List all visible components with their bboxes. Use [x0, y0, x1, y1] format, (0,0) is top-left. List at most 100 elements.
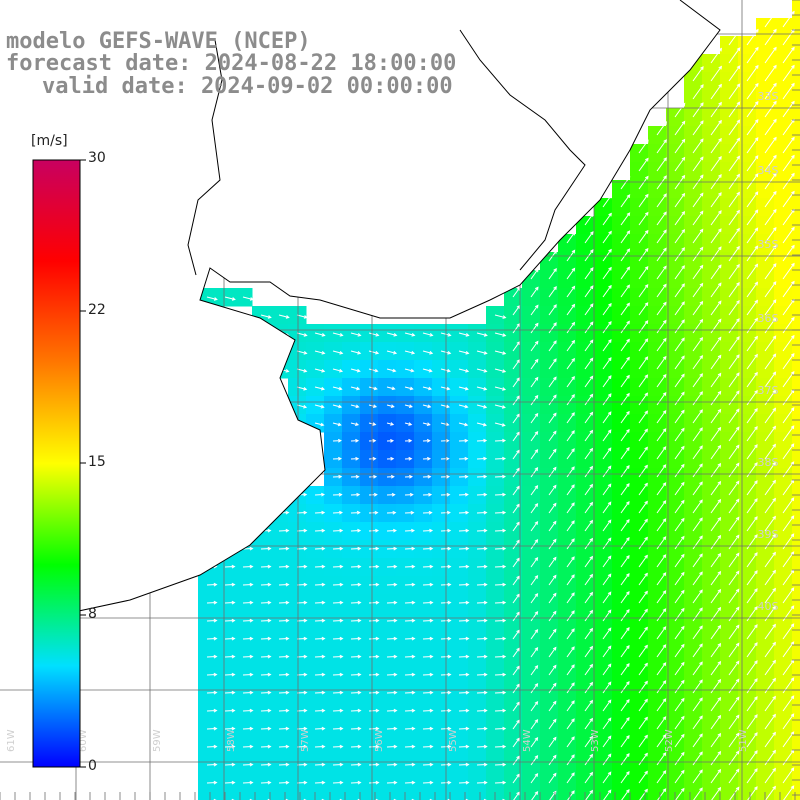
wind-vector-head — [735, 624, 740, 629]
wind-vector-head — [465, 510, 470, 515]
wind-vector — [638, 284, 649, 298]
wind-speed-cell — [720, 594, 739, 613]
wind-vector-head — [644, 356, 649, 361]
wind-speed-cell — [792, 540, 800, 559]
wind-vector-head — [516, 647, 520, 652]
wind-vector-head — [429, 618, 434, 623]
wind-speed-cell — [738, 108, 757, 127]
wind-vector — [566, 376, 575, 388]
wind-speed-cell — [702, 144, 721, 163]
wind-speed-cell — [684, 396, 703, 415]
wind-vector — [764, 173, 777, 190]
wind-vector — [548, 503, 557, 514]
wind-vector — [296, 332, 307, 336]
wind-vector — [566, 664, 575, 676]
wind-vector — [692, 445, 703, 460]
wind-vector-head — [718, 101, 722, 106]
wind-vector — [548, 773, 557, 784]
wind-vector-head — [410, 368, 415, 373]
wind-speed-cell — [630, 720, 649, 739]
wind-vector-head — [608, 248, 612, 253]
wind-speed-cell — [702, 306, 721, 325]
wind-vector-head — [303, 546, 308, 551]
wind-speed-cell — [702, 738, 721, 757]
wind-vector-head — [516, 323, 521, 327]
wind-speed-cell — [774, 252, 793, 271]
wind-vector-head — [680, 625, 685, 630]
wind-vector — [512, 522, 520, 532]
wind-vector-head — [483, 762, 488, 767]
wind-vector — [692, 535, 703, 550]
wind-vector-head — [355, 422, 360, 427]
wind-vector-head — [411, 564, 416, 569]
wind-vector — [728, 571, 740, 586]
wind-speed-cell — [648, 432, 667, 451]
wind-vector-head — [644, 392, 649, 397]
wind-vector — [296, 314, 307, 318]
wind-speed-cell — [720, 360, 739, 379]
wind-vector-head — [754, 498, 758, 503]
wind-speed-cell — [684, 72, 703, 91]
wind-vector — [548, 358, 557, 370]
wind-vector-head — [754, 137, 759, 141]
wind-vector — [620, 753, 630, 766]
wind-vector — [332, 404, 342, 408]
wind-vector-head — [735, 732, 740, 737]
wind-speed-cell — [648, 774, 667, 793]
wind-vector — [602, 411, 612, 424]
wind-vector — [656, 770, 666, 784]
wind-speed-cell — [720, 414, 739, 433]
wind-vector-head — [534, 737, 539, 741]
wind-vector — [782, 623, 795, 640]
wind-speed-cell — [702, 180, 721, 199]
wind-vector-head — [772, 695, 776, 700]
wind-vector — [782, 353, 795, 370]
wind-speed-cell — [540, 774, 559, 793]
wind-vector — [674, 446, 685, 460]
wind-vector — [512, 702, 520, 712]
wind-vector-head — [680, 679, 685, 684]
wind-vector — [728, 607, 740, 622]
wind-vector-head — [285, 636, 290, 641]
wind-vector — [656, 500, 666, 514]
wind-vector-head — [589, 357, 594, 362]
wind-speed-cell — [774, 306, 793, 325]
wind-speed-cell — [702, 288, 721, 307]
latitude-label: 36S — [758, 312, 779, 325]
wind-vector — [602, 645, 612, 658]
wind-vector-head — [754, 227, 759, 232]
wind-vector-head — [303, 368, 308, 373]
wind-vector-head — [213, 654, 218, 659]
wind-vector-head — [571, 339, 575, 344]
wind-vector-head — [644, 302, 649, 306]
wind-vector — [548, 340, 557, 352]
wind-vector — [746, 227, 758, 244]
wind-vector-head — [754, 444, 758, 448]
wind-vector-head — [790, 407, 795, 412]
wind-vector-head — [663, 121, 667, 125]
wind-vector-head — [249, 546, 254, 551]
wind-vector — [548, 268, 557, 280]
wind-speed-cell — [792, 234, 800, 253]
wind-speed-cell — [576, 540, 595, 559]
wind-speed-cell — [576, 396, 595, 415]
wind-vector — [674, 410, 685, 424]
wind-speed-cell — [522, 720, 541, 739]
wind-vector — [746, 155, 759, 172]
wind-vector-head — [608, 266, 612, 271]
wind-vector-head — [772, 767, 776, 772]
wind-vector-head — [338, 474, 343, 479]
wind-vector-head — [662, 446, 667, 451]
wind-vector-head — [483, 618, 488, 623]
wind-vector — [656, 626, 666, 640]
wind-vector-head — [699, 625, 703, 630]
wind-vector — [782, 713, 795, 730]
wind-vector — [746, 480, 758, 496]
wind-vector — [620, 555, 630, 568]
wind-vector — [764, 732, 776, 748]
wind-vector — [656, 698, 666, 712]
wind-speed-cell — [522, 432, 541, 451]
wind-vector-head — [429, 600, 434, 605]
wind-vector — [692, 427, 703, 442]
